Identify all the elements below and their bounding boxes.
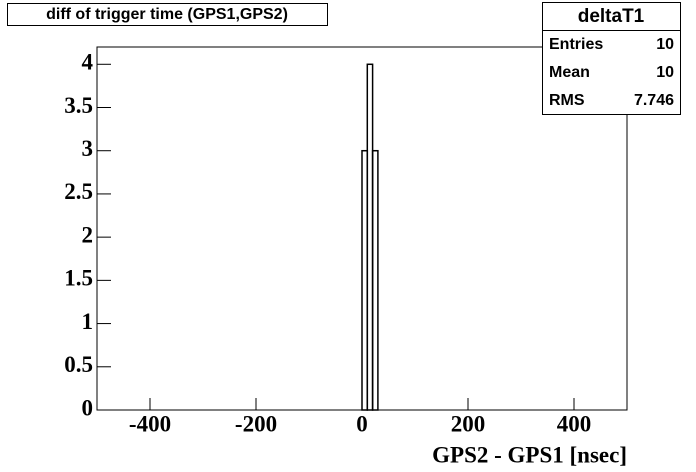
stats-title: deltaT1 <box>578 6 645 27</box>
x-tick-label: 200 <box>451 411 486 436</box>
x-tick-label: 400 <box>557 411 592 436</box>
y-tick-label: 1.5 <box>64 266 93 291</box>
bar <box>371 149 379 411</box>
x-tick-label: -400 <box>129 411 171 436</box>
y-tick-label: 2 <box>82 222 94 247</box>
y-tick-label: 3.5 <box>64 93 93 118</box>
title-box <box>7 3 328 26</box>
stats-label: Mean <box>549 64 590 81</box>
y-tick-label: 3 <box>82 136 94 161</box>
y-tick-label: 0 <box>82 395 94 420</box>
stats-label: RMS <box>549 92 585 109</box>
x-tick-label: 0 <box>356 411 368 436</box>
stats-label: Entries <box>549 36 603 53</box>
stats-value: 10 <box>656 36 674 53</box>
chart-title: diff of trigger time (GPS1,GPS2) <box>46 6 288 23</box>
y-tick-label: 4 <box>82 50 94 75</box>
y-tick-label: 1 <box>82 309 94 334</box>
stats-value: 7.746 <box>634 92 674 109</box>
x-tick-label: -200 <box>235 411 277 436</box>
y-tick-label: 2.5 <box>64 179 93 204</box>
x-axis-label: GPS2 - GPS1 [nsec] <box>432 442 627 467</box>
y-tick-label: 0.5 <box>64 352 93 377</box>
stats-value: 10 <box>656 64 674 81</box>
stats-box <box>542 2 681 115</box>
